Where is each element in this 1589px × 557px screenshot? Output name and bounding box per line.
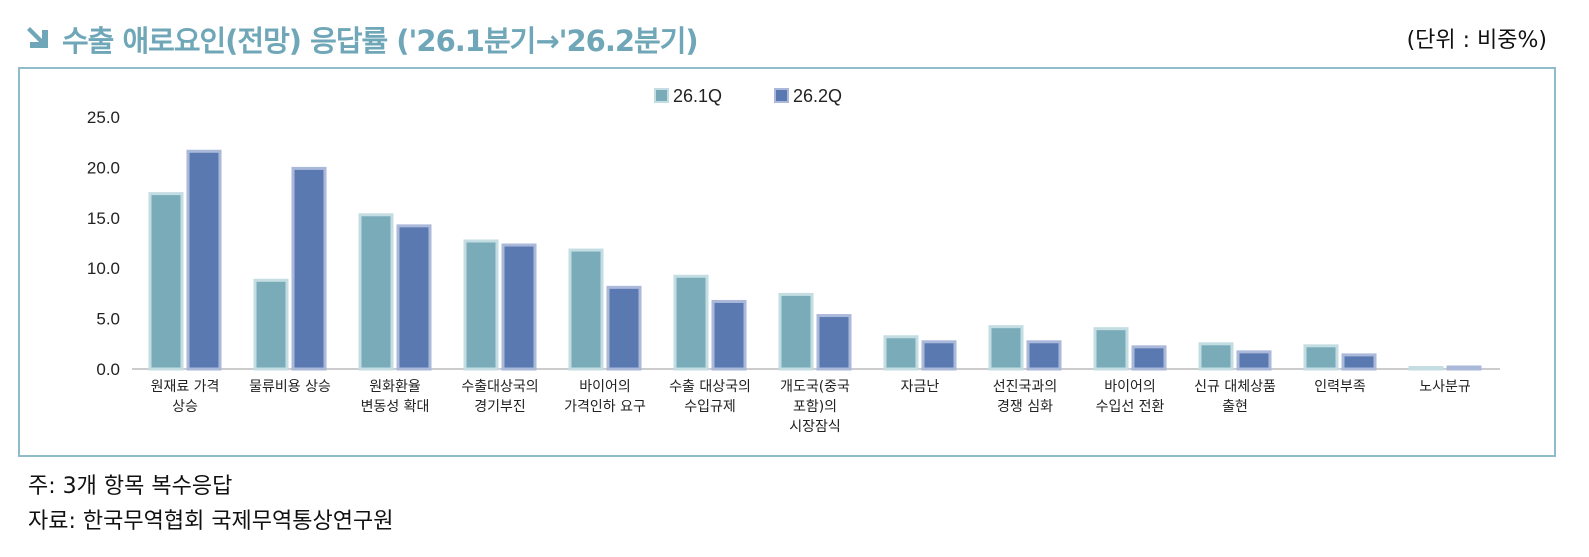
- bar-26.2Q: [606, 285, 642, 371]
- bar-26.2Q: [1026, 340, 1062, 371]
- bar-26.1Q: [883, 335, 919, 371]
- x-tick-label: 물류비용 상승: [249, 379, 331, 395]
- y-tick-label: 15.0: [87, 209, 120, 228]
- x-tick-label: 원화환율: [369, 379, 421, 395]
- bar-26.2Q: [816, 314, 852, 371]
- legend-label: 26.2Q: [793, 86, 842, 106]
- unit-label: (단위 : 비중%): [1406, 28, 1547, 53]
- chart-title: 수출 애로요인(전망) 응답률 ('26.1분기→'26.2분기): [62, 24, 699, 58]
- bar-26.1Q: [358, 213, 394, 371]
- x-tick-label: 인력부족: [1314, 379, 1366, 395]
- bar-26.1Q: [463, 239, 499, 371]
- x-tick-label: 포함)의: [793, 399, 837, 415]
- x-tick-label: 노사분규: [1419, 379, 1471, 395]
- bar-26.2Q: [711, 299, 747, 371]
- bar-26.1Q: [1303, 344, 1339, 371]
- bar-26.1Q: [988, 325, 1024, 371]
- bar-26.2Q: [1131, 345, 1167, 371]
- bar-26.2Q: [291, 166, 327, 371]
- legend-swatch: [774, 88, 789, 103]
- x-tick-label: 출현: [1222, 399, 1248, 415]
- x-tick-label: 수입규제: [684, 399, 736, 415]
- bar-26.2Q: [396, 224, 432, 371]
- x-tick-label: 선진국과의: [993, 379, 1057, 395]
- x-tick-label: 가격인하 요구: [564, 399, 646, 415]
- x-tick-label: 상승: [172, 399, 198, 415]
- y-tick-label: 25.0: [87, 108, 120, 127]
- x-tick-label: 수입선 전환: [1096, 399, 1165, 415]
- x-tick-label: 수출 대상국의: [669, 379, 751, 395]
- x-tick-label: 시장잠식: [789, 419, 841, 435]
- x-tick-label: 경쟁 심화: [997, 399, 1053, 415]
- bar-26.1Q: [673, 274, 709, 371]
- bar-26.1Q: [1408, 366, 1444, 371]
- y-tick-label: 20.0: [87, 158, 120, 177]
- chart-frame: [18, 67, 1556, 457]
- bar-26.1Q: [148, 192, 184, 371]
- x-tick-label: 변동성 확대: [361, 399, 430, 415]
- x-tick-label: 바이어의: [579, 379, 631, 395]
- source-note: 자료: 한국무역협회 국제무역통상연구원: [28, 509, 394, 534]
- legend-label: 26.1Q: [673, 86, 722, 106]
- bar-26.2Q: [1446, 365, 1482, 371]
- x-tick-label: 경기부진: [474, 399, 526, 415]
- bar-26.1Q: [253, 278, 289, 371]
- x-tick-label: 자금난: [901, 379, 940, 395]
- bar-26.2Q: [1236, 350, 1272, 371]
- y-tick-label: 10.0: [87, 259, 120, 278]
- y-tick-label: 0.0: [96, 360, 120, 379]
- x-tick-label: 바이어의: [1104, 379, 1156, 395]
- x-tick-label: 원재료 가격: [151, 379, 220, 395]
- bar-26.2Q: [186, 149, 222, 371]
- bar-26.2Q: [921, 340, 957, 371]
- bar-26.2Q: [1341, 353, 1377, 371]
- x-tick-label: 개도국(중국: [780, 379, 850, 395]
- bar-26.1Q: [1198, 342, 1234, 371]
- arrow-down-right-icon: [27, 27, 48, 48]
- bar-26.1Q: [778, 292, 814, 371]
- footnote: 주: 3개 항목 복수응답: [28, 474, 233, 499]
- legend-swatch: [654, 88, 669, 103]
- x-tick-label: 신규 대체상품: [1194, 379, 1276, 395]
- x-tick-label: 수출대상국의: [461, 379, 538, 395]
- y-tick-label: 5.0: [96, 310, 120, 329]
- bar-26.2Q: [501, 243, 537, 371]
- bar-26.1Q: [1093, 327, 1129, 371]
- bar-26.1Q: [568, 248, 604, 371]
